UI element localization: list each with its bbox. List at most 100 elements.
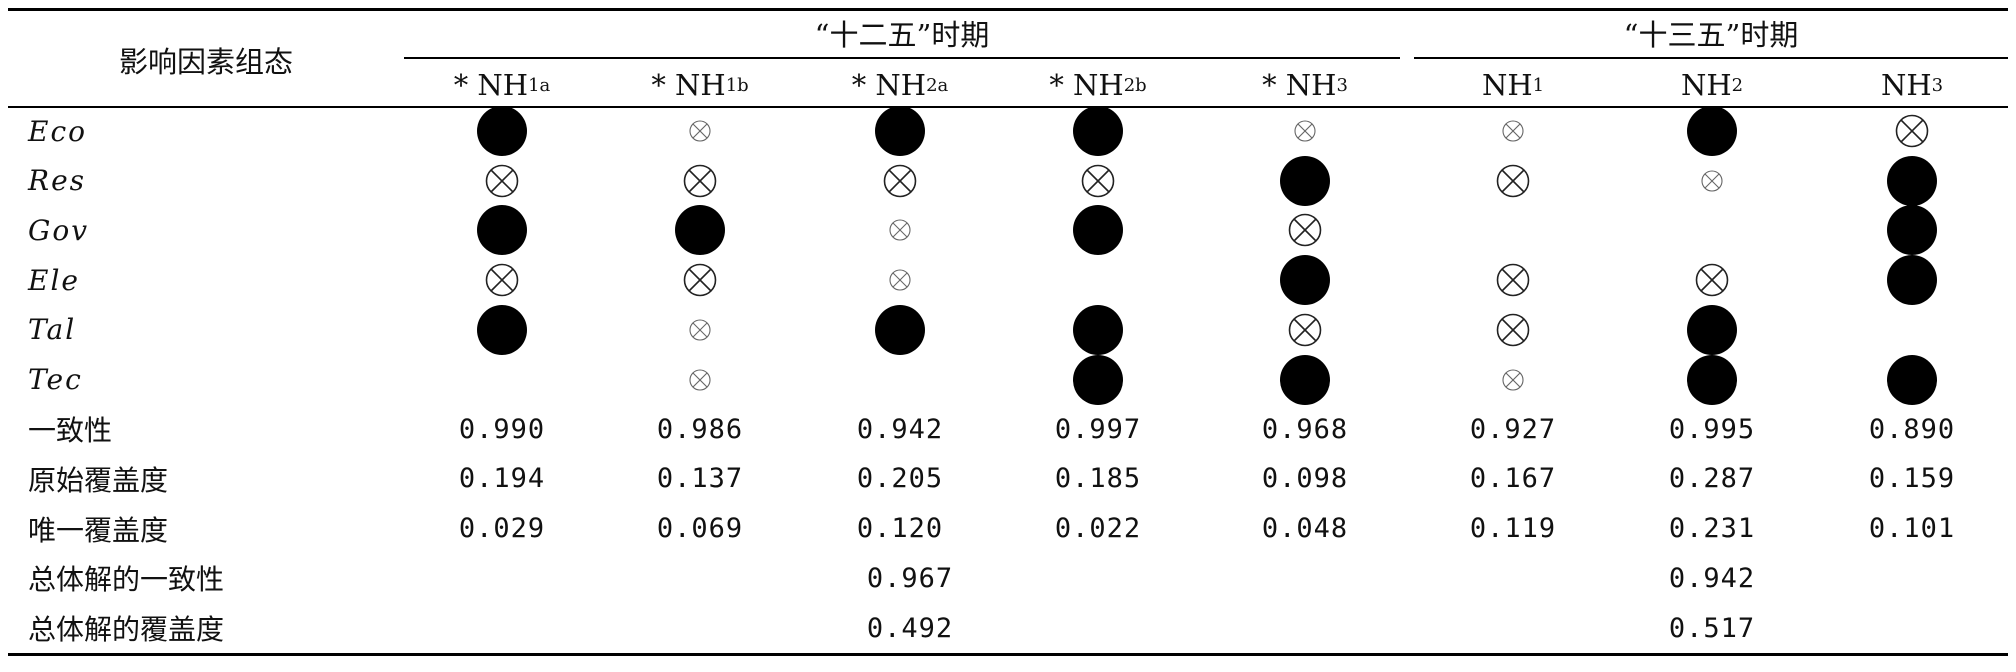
filled-circle-big-icon [1083,116,1113,146]
column-header-prefix: * NH [651,68,726,102]
column-header: * NH 2a [805,63,995,107]
metric-value: 0.287 [1668,463,1756,495]
filled-circle-small-icon [1702,320,1722,340]
dot-big-symbol [1073,106,1123,156]
filled-circle-small-icon [492,121,512,141]
x-big-symbol [1488,255,1538,305]
crossed-circle-large-icon [1496,263,1530,297]
dot-small-symbol [1887,354,1937,405]
overall-label: 总体解的一致性 [28,563,225,597]
crossed-circle-small-icon [689,319,711,341]
x-small-symbol [1280,106,1330,156]
filled-circle-big-icon [685,215,715,245]
crossed-circle-large-icon [1288,214,1322,247]
x-small-symbol [1488,355,1538,405]
metric-value: 0.942 [856,413,944,445]
metric-value: 0.231 [1668,513,1756,545]
x-small-symbol [1488,106,1538,156]
crossed-circle-small-icon [1502,368,1524,391]
column-header: NH 3 [1817,63,2007,107]
column-header-prefix: * NH [851,68,927,102]
dot-small-symbol [1687,304,1737,355]
factor-label: Res [28,164,87,198]
x-big-symbol [1687,255,1737,305]
crossed-circle-large-icon [1496,313,1530,347]
metric-value: 0.986 [656,413,744,445]
column-header: * NH 1b [605,63,795,107]
x-big-symbol [477,156,527,206]
dot-big-symbol [875,304,925,355]
bottom-rule [8,653,2008,656]
x-small-symbol [675,305,725,355]
dot-big-symbol [875,106,925,156]
crossed-circle-small-icon [889,269,911,291]
dot-big-symbol [1687,354,1737,405]
factor-header: 影响因素组态 [118,45,293,79]
factor-label: Tec [28,363,83,396]
x-big-symbol [875,156,925,206]
metric-value: 0.995 [1668,413,1756,445]
dot-small-symbol [1073,205,1123,256]
crossed-circle-small-icon [1502,120,1524,142]
filled-circle-small-icon [1702,121,1722,141]
column-header-prefix: NH [1680,68,1732,102]
filled-circle-big-icon [1897,215,1927,245]
dot-big-symbol [1887,205,1937,256]
filled-circle-small-icon [1088,220,1108,240]
overall-period-2-value: 0.942 [1668,562,1756,594]
period-1-header: “十二五”时期 [814,18,990,52]
metric-value: 0.205 [856,463,944,495]
filled-circle-big-icon [487,215,517,245]
crossed-circle-small-icon [889,219,911,241]
crossed-circle-large-icon [485,263,519,297]
column-header-prefix: * NH [453,68,529,102]
x-small-symbol [1687,156,1737,206]
x-big-symbol [675,156,725,206]
x-small-symbol [875,205,925,255]
dot-big-symbol [1887,255,1937,306]
column-header-subscript: 1 [1532,74,1545,96]
factor-label: Eco [28,114,87,148]
crossed-circle-large-icon [1496,164,1530,197]
crossed-circle-small-icon [1294,120,1316,142]
dot-small-symbol [1280,255,1330,306]
x-big-symbol [1073,156,1123,206]
metric-value: 0.927 [1469,413,1557,445]
dot-big-symbol [675,205,725,256]
column-header-prefix: NH [1880,68,1932,102]
metric-value: 0.101 [1868,513,1956,545]
crossed-circle-small-icon [689,368,711,391]
crossed-circle-large-icon [1081,164,1115,197]
column-header: * NH 2b [1003,63,1193,107]
factor-label: Tal [28,313,77,347]
crossed-circle-large-icon [1288,313,1322,347]
crossed-circle-large-icon [683,263,717,297]
crossed-circle-large-icon [1695,263,1729,297]
x-small-symbol [675,106,725,156]
crossed-circle-large-icon [1895,114,1929,148]
crossed-circle-large-icon [883,164,917,197]
x-big-symbol [1280,205,1330,255]
column-header-subscript: 3 [1336,74,1348,96]
column-header: NH 1 [1418,63,1608,107]
metric-value: 0.120 [856,513,944,545]
overall-period-2-value: 0.517 [1668,612,1756,644]
filled-circle-big-icon [885,315,915,345]
metric-value: 0.098 [1261,463,1349,495]
metric-label: 一致性 [28,414,113,448]
x-big-symbol [1887,106,1937,156]
column-header: NH 2 [1617,63,1807,107]
dot-big-symbol [1073,304,1123,355]
factor-label: Gov [28,213,90,247]
period-1-rule [404,57,1400,59]
metric-value: 0.997 [1054,413,1142,445]
metric-value: 0.185 [1054,463,1142,495]
metric-value: 0.119 [1469,513,1557,545]
filled-circle-big-icon [1897,265,1927,295]
overall-period-1-value: 0.492 [866,612,954,644]
column-header-prefix: * NH [1262,68,1337,102]
filled-circle-small-icon [1902,171,1922,191]
period-2-header: “十三五”时期 [1623,18,1799,52]
filled-circle-big-icon [1290,365,1320,394]
filled-circle-big-icon [1697,365,1727,394]
